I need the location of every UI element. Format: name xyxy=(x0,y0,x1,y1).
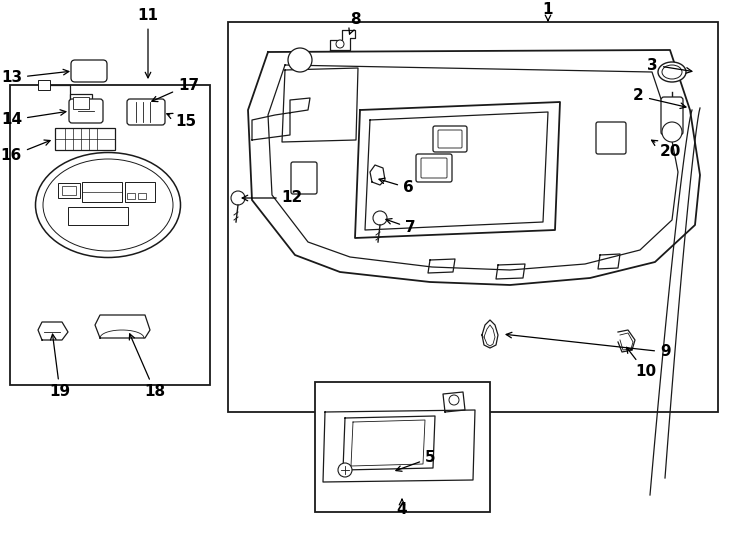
Bar xyxy=(73,97,89,109)
FancyBboxPatch shape xyxy=(416,154,452,182)
Text: 13: 13 xyxy=(1,69,69,85)
Text: 8: 8 xyxy=(349,12,360,34)
Text: 10: 10 xyxy=(627,347,656,380)
Ellipse shape xyxy=(43,159,173,251)
Bar xyxy=(55,128,115,150)
Ellipse shape xyxy=(662,65,682,79)
FancyBboxPatch shape xyxy=(291,162,317,194)
Text: 16: 16 xyxy=(1,140,50,164)
FancyBboxPatch shape xyxy=(69,99,103,123)
Bar xyxy=(70,94,92,112)
Bar xyxy=(127,193,135,199)
Bar xyxy=(58,183,80,198)
Text: 6: 6 xyxy=(379,178,414,195)
Text: 4: 4 xyxy=(396,499,407,517)
Text: 12: 12 xyxy=(242,191,303,206)
Text: 9: 9 xyxy=(506,332,671,360)
Bar xyxy=(138,193,146,199)
Text: 17: 17 xyxy=(152,78,199,102)
Text: 7: 7 xyxy=(386,219,415,235)
FancyBboxPatch shape xyxy=(433,126,467,152)
FancyBboxPatch shape xyxy=(71,60,107,82)
Bar xyxy=(62,186,76,195)
FancyBboxPatch shape xyxy=(661,97,683,135)
FancyBboxPatch shape xyxy=(596,122,626,154)
FancyBboxPatch shape xyxy=(438,130,462,148)
Circle shape xyxy=(288,48,312,72)
Bar xyxy=(38,80,50,90)
Circle shape xyxy=(231,191,245,205)
Text: 2: 2 xyxy=(633,89,686,109)
Text: 14: 14 xyxy=(1,110,66,127)
Text: 15: 15 xyxy=(167,113,196,130)
Bar xyxy=(10,85,210,385)
Circle shape xyxy=(336,40,344,48)
Text: 20: 20 xyxy=(652,140,681,159)
Text: 3: 3 xyxy=(647,57,692,73)
Circle shape xyxy=(662,122,682,142)
Ellipse shape xyxy=(35,152,181,258)
Text: 1: 1 xyxy=(542,3,553,21)
Text: 5: 5 xyxy=(396,450,435,471)
Bar xyxy=(125,182,155,202)
Bar xyxy=(228,22,718,412)
Circle shape xyxy=(449,395,459,405)
Text: 19: 19 xyxy=(49,334,70,400)
Bar xyxy=(82,182,122,202)
Text: 11: 11 xyxy=(137,9,159,78)
Text: 18: 18 xyxy=(129,334,166,400)
Circle shape xyxy=(338,463,352,477)
Ellipse shape xyxy=(658,62,686,82)
Bar xyxy=(315,382,490,512)
FancyBboxPatch shape xyxy=(421,158,447,178)
Bar xyxy=(68,207,128,225)
Circle shape xyxy=(373,211,387,225)
FancyBboxPatch shape xyxy=(127,99,165,125)
